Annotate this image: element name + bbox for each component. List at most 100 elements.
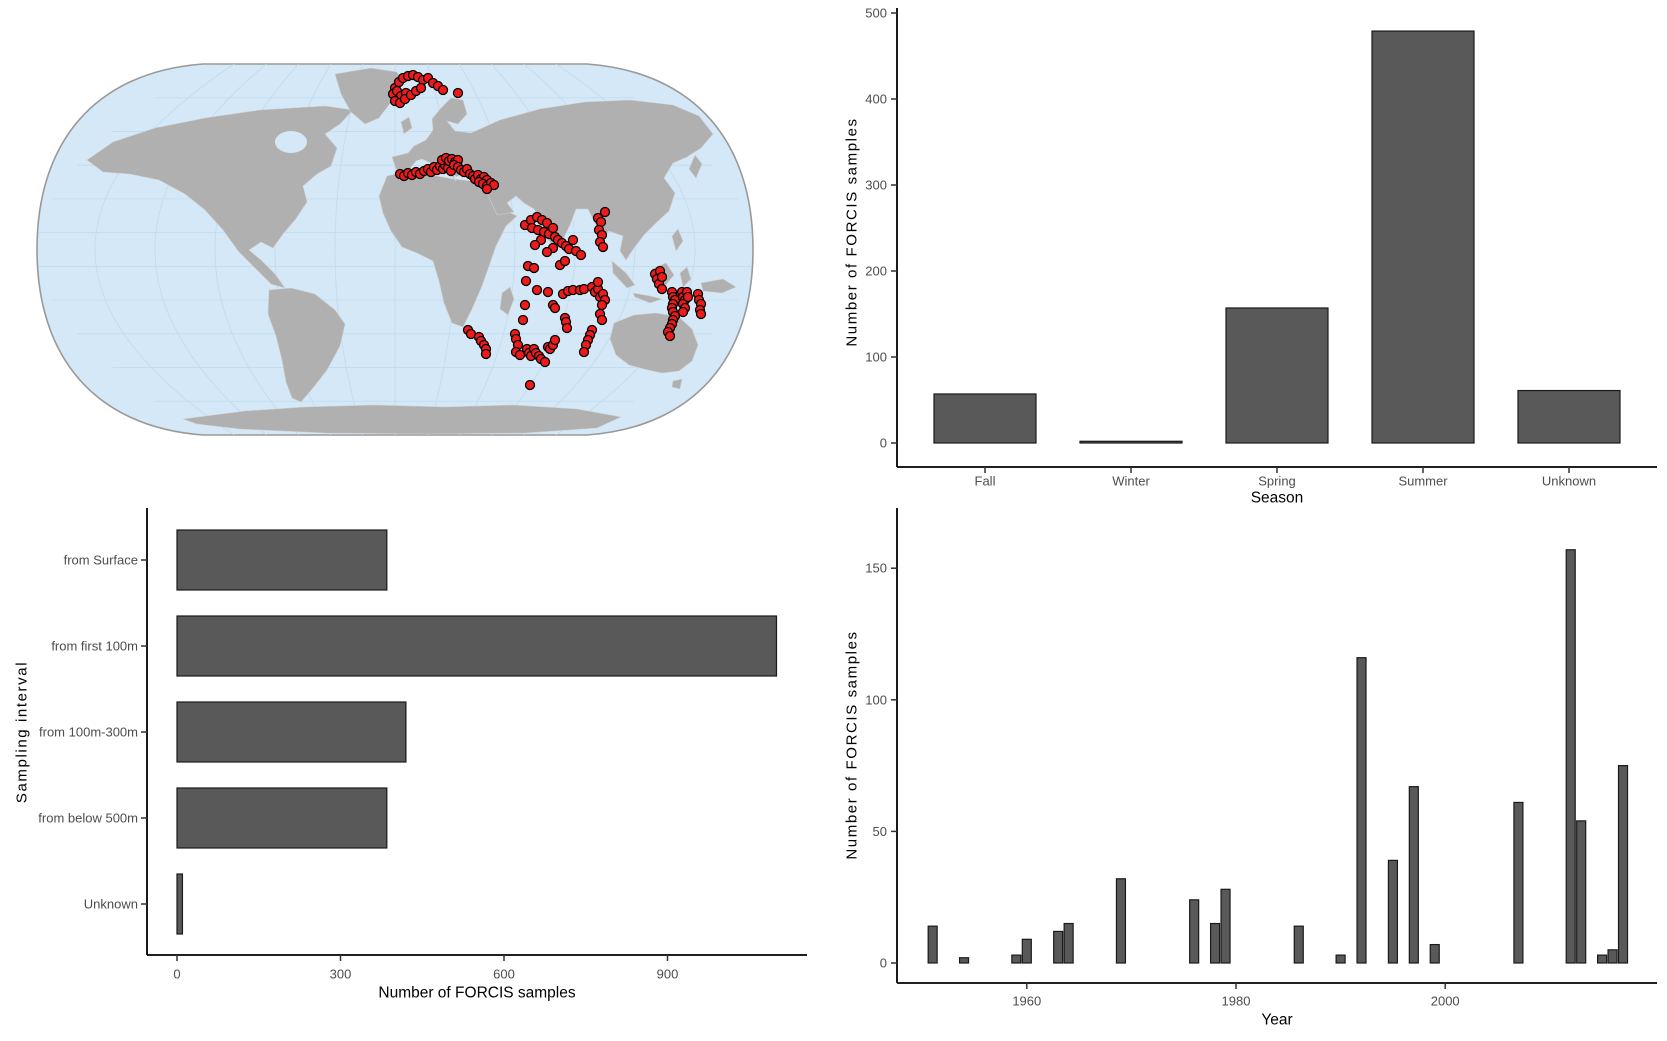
x-tick-label: 900: [657, 967, 679, 982]
sample-point: [481, 183, 493, 195]
sample-point: [547, 222, 559, 234]
x-tick-label: Spring: [1258, 474, 1296, 489]
year-bar-1997: [1408, 786, 1419, 964]
x-tick-label: Summer: [1398, 474, 1448, 489]
year-bar-2016: [1607, 949, 1618, 964]
cluster-mediterranean: [394, 152, 500, 195]
interval-bar: [176, 787, 388, 849]
world-map-panel: [36, 63, 754, 436]
sample-point: [561, 322, 573, 334]
sample-point: [549, 302, 561, 314]
x-tick-label: 0: [173, 967, 180, 982]
interval-y-axis-title: Sampling interval: [14, 661, 31, 803]
land-philippines: [671, 228, 684, 252]
season-bar-Spring: [1225, 307, 1329, 444]
year-bar-2017: [1617, 764, 1629, 964]
sample-point: [596, 299, 608, 311]
sample-point: [452, 87, 464, 99]
sample-point: [549, 334, 561, 346]
sample-point: [596, 314, 608, 326]
season-bar-Fall: [933, 393, 1037, 444]
x-tick-label: Fall: [975, 474, 996, 489]
year-bar-chart: 0 50 100 150 1960 1980 2000 Year Number of FORCI…: [844, 508, 1657, 1029]
sample-point: [597, 241, 609, 253]
year-bar-1992: [1356, 657, 1367, 964]
y-tick-label: 300: [865, 178, 887, 193]
y-tick-label: 0: [880, 436, 887, 451]
cluster-north-atlantic-iceland: [387, 69, 464, 109]
sample-point: [592, 276, 604, 288]
sample-point: [520, 275, 532, 287]
cluster-eastern-indian-ocean: [649, 265, 707, 342]
season-bar-Unknown: [1517, 389, 1621, 444]
y-tick-label: 400: [865, 92, 887, 107]
sample-point: [480, 348, 492, 360]
land-tasmania: [671, 378, 683, 390]
sample-point: [539, 356, 551, 368]
sample-point: [517, 314, 529, 326]
year-bar-1976: [1189, 899, 1200, 964]
y-tick-label: 500: [865, 6, 887, 21]
sample-point: [695, 308, 707, 320]
land-new-guinea: [700, 278, 737, 294]
x-tick-label: Winter: [1112, 474, 1150, 489]
x-tick-label: 1980: [1222, 994, 1251, 1009]
season-bar-chart: 0 100 200 300 400 500 Fall Winter Spring Summer Un…: [844, 6, 1657, 507]
land-uk: [400, 116, 413, 135]
y-tick-label: 100: [865, 350, 887, 365]
year-bar-1954: [958, 957, 970, 964]
x-tick-label: Unknown: [1542, 474, 1596, 489]
land-japan: [688, 154, 703, 179]
cluster-arabian-sea: [519, 211, 587, 271]
cluster-equatorial-indian-ocean: [520, 260, 611, 326]
season-bar-Winter: [1079, 440, 1183, 444]
land-south-america: [267, 287, 346, 403]
y-tick-label: from first 100m: [51, 639, 138, 654]
year-bar-1959: [1011, 954, 1022, 964]
meridian-line: [458, 64, 516, 435]
sample-point: [559, 255, 571, 267]
season-y-axis-title: Number of FORCIS samples: [844, 117, 861, 346]
y-tick-label: 150: [865, 561, 887, 576]
land-australia: [609, 312, 699, 374]
y-tick-label: from Surface: [64, 553, 138, 568]
year-y-axis-title: Number of FORCIS samples: [844, 630, 861, 859]
sample-point: [664, 330, 676, 342]
interval-bar: [176, 615, 778, 677]
season-bar-Summer: [1371, 30, 1475, 444]
land-new-zealand: [727, 352, 743, 380]
sample-point: [682, 291, 694, 303]
cluster-southern-indian-ocean: [462, 299, 598, 391]
land-greenland: [334, 67, 404, 125]
x-tick-label: 1960: [1012, 994, 1041, 1009]
year-bar-1978: [1209, 922, 1221, 964]
year-bar-1963: [1053, 930, 1064, 964]
year-bar-2015: [1596, 954, 1608, 964]
year-bar-1979: [1220, 888, 1231, 964]
sample-points-group: [387, 69, 707, 391]
sample-point: [599, 206, 611, 218]
year-bar-1990: [1335, 954, 1346, 964]
sample-point: [578, 346, 590, 358]
sample-point: [575, 249, 587, 261]
year-bar-1986: [1293, 925, 1304, 964]
meridian-line: [94, 64, 235, 435]
interval-bar: [176, 701, 407, 763]
y-tick-label: 200: [865, 264, 887, 279]
sample-point: [531, 284, 543, 296]
sample-point: [519, 299, 531, 311]
y-tick-label: from 100m-300m: [39, 725, 138, 740]
cluster-bay-of-bengal: [592, 206, 611, 253]
sample-point: [656, 283, 668, 295]
y-tick-label: 0: [880, 956, 887, 971]
year-bar-1960: [1021, 938, 1032, 964]
year-bar-1969: [1115, 878, 1127, 964]
year-bar-1995: [1387, 859, 1399, 964]
y-tick-label: 50: [873, 824, 887, 839]
land-antarctica: [182, 404, 622, 435]
sample-point: [415, 82, 427, 94]
land-madagascar: [499, 286, 515, 316]
land-masses: [86, 67, 743, 435]
